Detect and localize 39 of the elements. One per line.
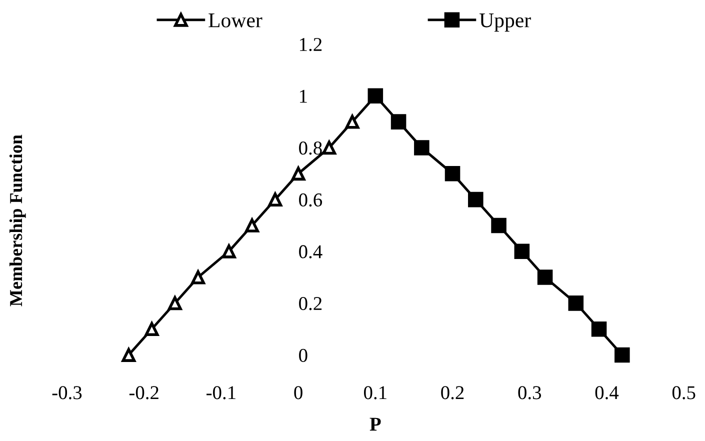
legend-label: Upper: [479, 14, 531, 32]
point: [222, 244, 236, 258]
x-tick-label: -0.2: [129, 386, 158, 400]
point: [268, 192, 282, 206]
point: [144, 322, 159, 336]
y-tick-label: 0.2: [299, 297, 322, 310]
y-tick-label: 0.8: [299, 142, 322, 155]
x-tick-label: 0.3: [518, 386, 542, 400]
point: [444, 166, 460, 182]
point: [614, 347, 630, 363]
x-tick-label: 0.5: [672, 386, 696, 400]
x-tick-label: 0.4: [595, 386, 619, 400]
x-tick-label: 0.1: [364, 386, 386, 400]
y-tick-label: 1.2: [300, 38, 322, 52]
point: [122, 348, 136, 362]
point: [291, 166, 306, 181]
point: [191, 270, 206, 284]
point: [568, 296, 584, 311]
point: [491, 218, 506, 234]
y-axis-title: Membership Function: [9, 134, 26, 306]
x-tick-label: -0.3: [52, 386, 82, 400]
point: [537, 270, 553, 285]
y-tick-label: 0: [299, 348, 308, 362]
point: [414, 140, 430, 156]
point: [514, 244, 530, 260]
y-tick-label: 0.4: [299, 245, 322, 258]
point: [168, 296, 182, 310]
x-tick-label: -0.1: [206, 386, 236, 400]
point: [390, 114, 406, 130]
point: [322, 140, 336, 155]
point: [591, 321, 607, 337]
y-tick-label: 1: [300, 90, 307, 103]
y-tick-label: 0.6: [299, 193, 322, 207]
legend-label: Lower: [208, 14, 262, 28]
point: [468, 192, 484, 208]
point: [345, 114, 360, 129]
point: [245, 218, 259, 232]
x-axis-title: P: [370, 418, 381, 431]
x-tick-label: 0.2: [441, 386, 464, 400]
